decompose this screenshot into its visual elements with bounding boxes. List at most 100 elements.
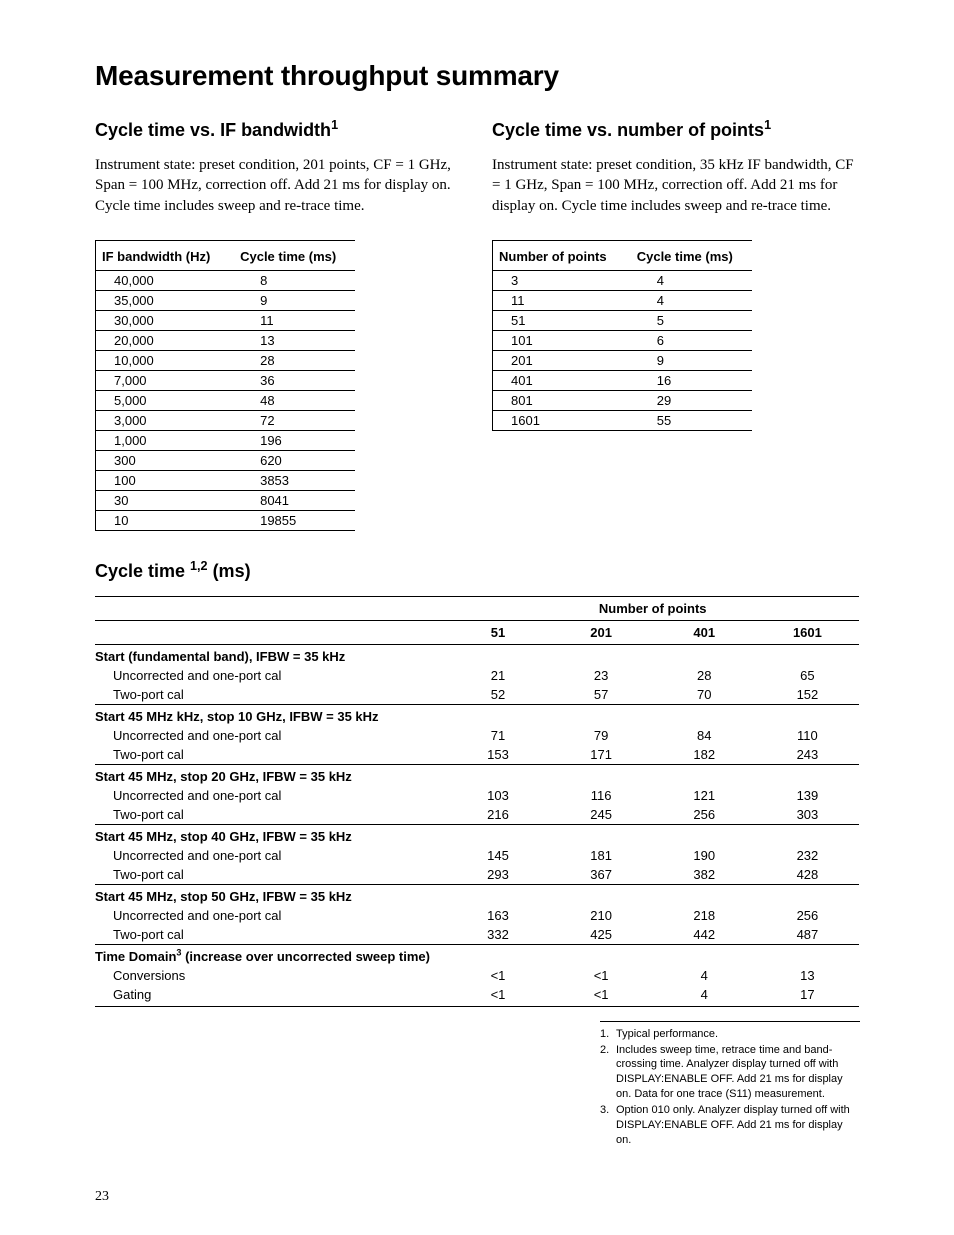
- cell: 71: [446, 726, 549, 745]
- footnote-text: Option 010 only. Analyzer display turned…: [616, 1103, 860, 1148]
- table-row: 20,00013: [96, 330, 356, 350]
- footnote: 1.Typical performance.: [600, 1027, 860, 1042]
- table-row: 515: [493, 310, 753, 330]
- cell: 210: [550, 906, 653, 925]
- cell: 256: [756, 906, 859, 925]
- cell: [756, 704, 859, 726]
- table-cycle-time: Number of points 512014011601 Start (fun…: [95, 596, 859, 1007]
- cell: 428: [756, 865, 859, 885]
- table-row: 7,00036: [96, 370, 356, 390]
- cell: 36: [230, 370, 355, 390]
- cell: 171: [550, 745, 653, 765]
- cell: 101: [493, 330, 627, 350]
- cell: 23: [550, 666, 653, 685]
- table-num-points: Number of points Cycle time (ms) 3411451…: [492, 240, 752, 431]
- cell: [550, 764, 653, 786]
- cell: <1: [550, 985, 653, 1007]
- cell: 487: [756, 925, 859, 945]
- cell: 303: [756, 805, 859, 825]
- cell: 11: [230, 310, 355, 330]
- cell: 196: [230, 430, 355, 450]
- t2-col1: Number of points: [493, 240, 627, 270]
- cell: <1: [446, 985, 549, 1007]
- cell: 245: [550, 805, 653, 825]
- section-num-points: Cycle time vs. number of points1 Instrum…: [492, 120, 859, 531]
- row-label: Gating: [95, 985, 446, 1007]
- cell: 28: [653, 666, 756, 685]
- cell: 300: [96, 450, 231, 470]
- cell: [653, 704, 756, 726]
- cell: 21: [446, 666, 549, 685]
- cell: 4: [627, 270, 752, 290]
- t3-col: 201: [550, 620, 653, 644]
- cell: 79: [550, 726, 653, 745]
- table-row: Two-port cal332425442487: [95, 925, 859, 945]
- row-label: Two-port cal: [95, 925, 446, 945]
- cell: 65: [756, 666, 859, 685]
- cell: 13: [230, 330, 355, 350]
- cell: 190: [653, 846, 756, 865]
- cell: [550, 644, 653, 666]
- cell: [550, 884, 653, 906]
- cell: 17: [756, 985, 859, 1007]
- cell: 181: [550, 846, 653, 865]
- section-if-bandwidth: Cycle time vs. IF bandwidth1 Instrument …: [95, 120, 462, 531]
- cell: 57: [550, 685, 653, 705]
- cell: 145: [446, 846, 549, 865]
- table-row: Uncorrected and one-port cal21232865: [95, 666, 859, 685]
- cell: [756, 824, 859, 846]
- section1-heading-text: Cycle time vs. IF bandwidth: [95, 120, 331, 140]
- cell: [756, 764, 859, 786]
- table-row: 34: [493, 270, 753, 290]
- cell: 30,000: [96, 310, 231, 330]
- cell: 70: [653, 685, 756, 705]
- cell: 35,000: [96, 290, 231, 310]
- cell: 6: [627, 330, 752, 350]
- cell: 401: [493, 370, 627, 390]
- cell: [550, 824, 653, 846]
- table-row: 40116: [493, 370, 753, 390]
- table-row: 30,00011: [96, 310, 356, 330]
- section3-heading-pre: Cycle time: [95, 561, 190, 581]
- cell: 52: [446, 685, 549, 705]
- cell: [446, 644, 549, 666]
- cell: [446, 704, 549, 726]
- cell: 13: [756, 966, 859, 985]
- footnote-text: Includes sweep time, retrace time and ba…: [616, 1043, 860, 1102]
- table-row: Two-port cal216245256303: [95, 805, 859, 825]
- cell: <1: [550, 966, 653, 985]
- section2-intro: Instrument state: preset condition, 35 k…: [492, 155, 859, 216]
- row-label: Two-port cal: [95, 685, 446, 705]
- cell: 256: [653, 805, 756, 825]
- table-row: 300620: [96, 450, 356, 470]
- page-title: Measurement throughput summary: [95, 60, 859, 92]
- cell: 163: [446, 906, 549, 925]
- cell: 51: [493, 310, 627, 330]
- table-row: 1,000196: [96, 430, 356, 450]
- section-cycle-time: Cycle time 1,2 (ms) Number of points 512…: [95, 561, 859, 1007]
- cell: [653, 824, 756, 846]
- cell: 243: [756, 745, 859, 765]
- table-row: 35,0009: [96, 290, 356, 310]
- cell: 10: [96, 510, 231, 530]
- footnotes: 1.Typical performance.2.Includes sweep t…: [600, 1021, 860, 1148]
- cell: 7,000: [96, 370, 231, 390]
- footnote-text: Typical performance.: [616, 1027, 718, 1042]
- table-row: Uncorrected and one-port cal163210218256: [95, 906, 859, 925]
- table-group-row: Start 45 MHz, stop 20 GHz, IFBW = 35 kHz: [95, 764, 859, 786]
- section1-heading-sup: 1: [331, 118, 338, 132]
- cell: 293: [446, 865, 549, 885]
- group-label: Start 45 MHz, stop 40 GHz, IFBW = 35 kHz: [95, 824, 446, 846]
- group-label: Time Domain3 (increase over uncorrected …: [95, 944, 446, 966]
- t1-col1: IF bandwidth (Hz): [96, 240, 231, 270]
- cell: 153: [446, 745, 549, 765]
- cell: 9: [230, 290, 355, 310]
- t2-col2: Cycle time (ms): [627, 240, 752, 270]
- table-row: 10,00028: [96, 350, 356, 370]
- cell: 55: [627, 410, 752, 430]
- table-row: Conversions<1<1413: [95, 966, 859, 985]
- table-row: 3,00072: [96, 410, 356, 430]
- cell: 8041: [230, 490, 355, 510]
- cell: 5: [627, 310, 752, 330]
- cell: [446, 884, 549, 906]
